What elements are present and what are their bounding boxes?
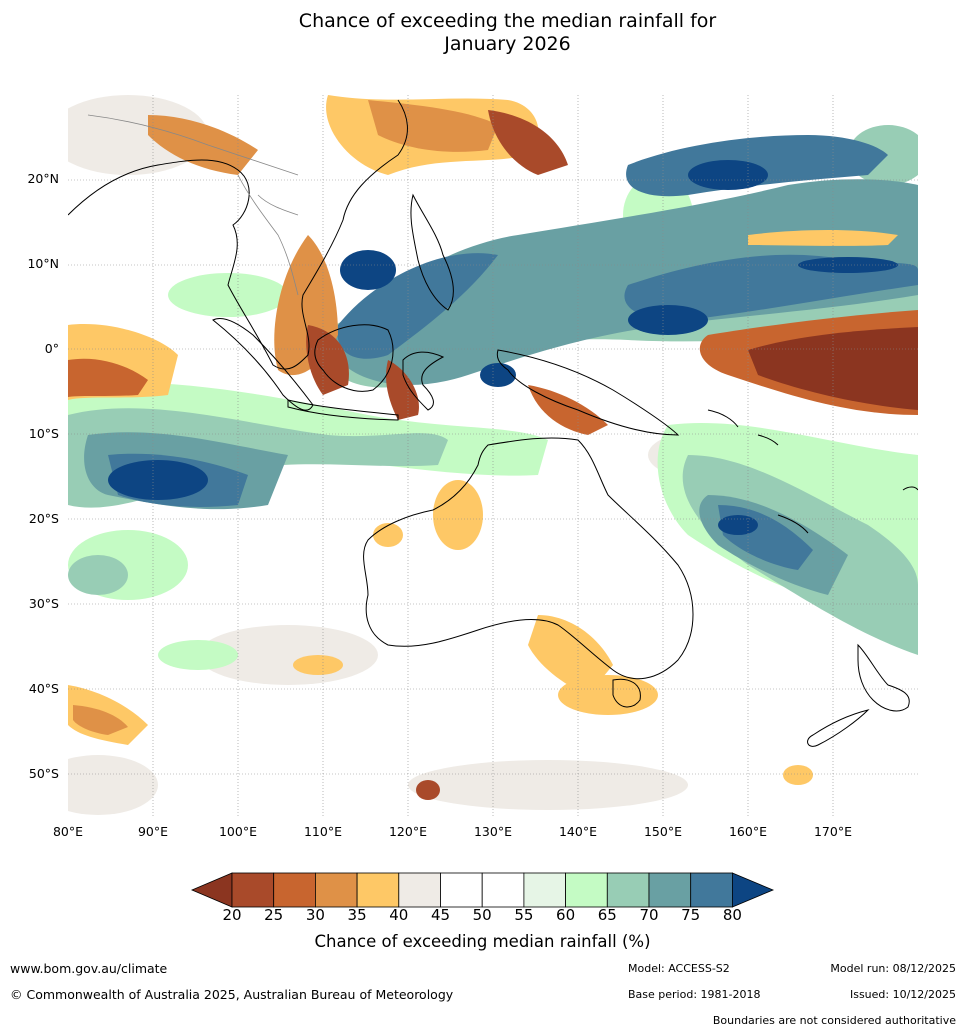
lon-label-140e: 140°E: [558, 824, 597, 839]
colorbar-arrow-high: [732, 872, 775, 908]
lat-label-30s: 30°S: [28, 596, 59, 611]
colorbar-label: Chance of exceeding median rainfall (%): [314, 932, 651, 951]
dry-patches: [68, 95, 918, 800]
colorbar-cell: [231, 872, 275, 908]
lon-label-100e: 100°E: [218, 824, 257, 839]
colorbar-tick-label: 60: [556, 906, 576, 924]
lon-label-130e: 130°E: [473, 824, 512, 839]
copyright-text: © Commonwealth of Australia 2025, Austra…: [10, 987, 454, 1002]
colorbar-cell: [440, 872, 483, 908]
model-text: Model: ACCESS-S2: [628, 962, 730, 975]
title-line-2: January 2026: [444, 33, 571, 55]
issued-text: Issued: 10/12/2025: [849, 988, 956, 1001]
map-title: Chance of exceeding the median rainfall …: [0, 10, 965, 56]
colorbar-cell: [565, 872, 608, 908]
colorbar-tick-label: 40: [389, 906, 409, 924]
lon-label-110e: 110°E: [303, 824, 342, 839]
lon-label-160e: 160°E: [728, 824, 767, 839]
colorbar-cell: [398, 872, 441, 908]
colorbar-tick-label: 20: [222, 906, 242, 924]
colorbar-tick-label: 30: [305, 906, 325, 924]
map-canvas: [68, 95, 918, 817]
colorbar-tick-label: 55: [514, 906, 534, 924]
colorbar-tick-label: 80: [722, 906, 742, 924]
colorbar-arrow-low: [190, 872, 233, 908]
colorbar-cell: [690, 872, 733, 908]
gridlines: [68, 95, 918, 817]
coastlines: [68, 99, 918, 747]
colorbar-tick-label: 45: [430, 906, 451, 924]
model-run-text: Model run: 08/12/2025: [830, 962, 956, 975]
lat-label-20n: 20°N: [27, 171, 59, 186]
website-text: www.bom.gov.au/climate: [10, 961, 168, 976]
colorbar-tick-label: 35: [347, 906, 367, 924]
colorbar-cell: [523, 872, 566, 908]
boundaries-note: Boundaries are not considered authoritat…: [712, 1014, 956, 1027]
colorbar-cell: [315, 872, 358, 908]
colorbar-cell: [481, 872, 525, 908]
borders: [87, 114, 299, 296]
colorbar-tick-label: 50: [472, 906, 492, 924]
lon-label-170e: 170°E: [813, 824, 852, 839]
lat-label-10n: 10°N: [27, 256, 59, 271]
lat-label-40s: 40°S: [28, 681, 59, 696]
lat-label-50s: 50°S: [28, 766, 59, 781]
colorbar-cells: [190, 872, 775, 908]
colorbar-cell: [648, 872, 692, 908]
lon-label-90e: 90°E: [137, 824, 169, 839]
colorbar-tick-label: 65: [597, 906, 617, 924]
lat-label-0: 0°: [44, 341, 59, 356]
colorbar-tick-label: 75: [681, 906, 701, 924]
lat-label-10s: 10°S: [28, 426, 59, 441]
lon-label-150e: 150°E: [643, 824, 682, 839]
rainfall-map: [68, 95, 918, 817]
lat-label-20s: 20°S: [28, 511, 59, 526]
colorbar: [190, 872, 775, 908]
base-period-text: Base period: 1981-2018: [628, 988, 761, 1001]
lon-label-80e: 80°E: [52, 824, 84, 839]
title-line-1: Chance of exceeding the median rainfall …: [298, 10, 717, 32]
colorbar-tick-label: 70: [639, 906, 659, 924]
colorbar-tick-label: 25: [264, 906, 284, 924]
lon-label-120e: 120°E: [388, 824, 427, 839]
colorbar-cell: [273, 872, 316, 908]
colorbar-cell: [606, 872, 650, 908]
colorbar-cell: [356, 872, 400, 908]
